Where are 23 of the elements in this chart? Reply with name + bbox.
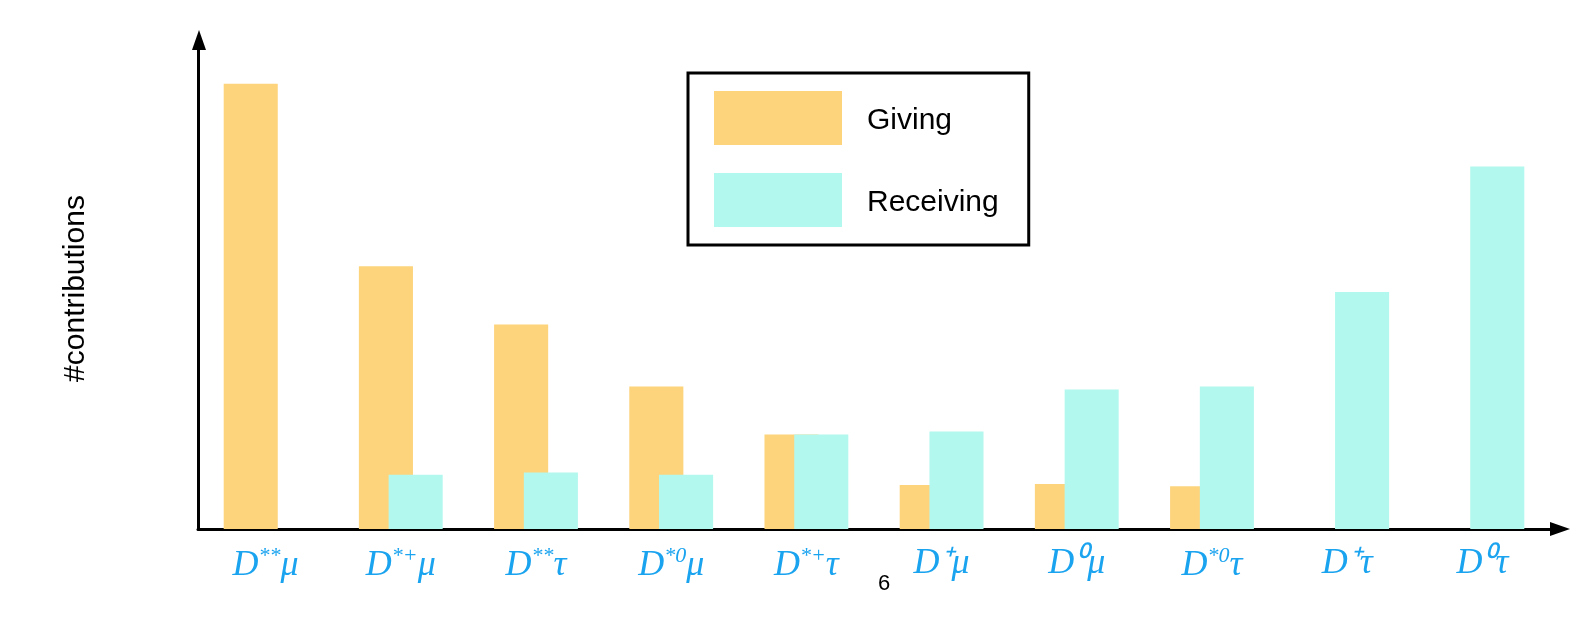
y-axis-title: #contributions — [56, 195, 90, 382]
x-tick-label: D⁺τ — [1320, 541, 1374, 581]
bar — [659, 474, 714, 529]
x-tick-label: D*+τ — [773, 541, 840, 583]
x-tick-label: D⁺μ — [912, 541, 970, 581]
bar — [1470, 166, 1525, 529]
bar — [388, 474, 443, 529]
bar — [358, 266, 413, 529]
bar — [1335, 292, 1390, 529]
bar — [523, 472, 578, 529]
x-tick-label: D**μ — [231, 541, 299, 583]
legend-label: Receiving — [867, 183, 999, 217]
x-tick-label: D⁰τ — [1455, 541, 1510, 581]
x-tick-label: D**τ — [504, 541, 568, 583]
x-tick-label: D*+μ — [364, 541, 436, 583]
x-tick-label: D⁰μ — [1047, 541, 1106, 581]
text: 6 — [878, 569, 891, 595]
legend-label: Giving — [867, 101, 953, 135]
bar — [1199, 386, 1254, 529]
bar — [794, 434, 849, 529]
bar — [1064, 389, 1119, 529]
bar — [223, 83, 278, 529]
bar — [929, 431, 984, 529]
